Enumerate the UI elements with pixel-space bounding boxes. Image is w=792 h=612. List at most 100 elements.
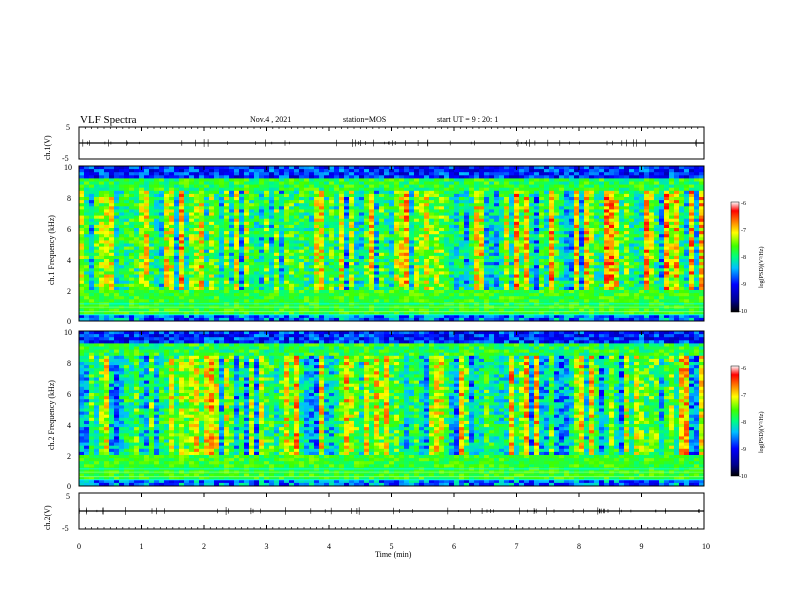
spectrogram-cell [189, 193, 195, 198]
spectrogram-cell [134, 274, 140, 278]
spectrogram-cell [484, 290, 490, 294]
spectrogram-cell [374, 203, 380, 207]
spectrogram-cell [279, 209, 285, 213]
spectrogram-cell [409, 215, 415, 220]
spectrogram-cell [169, 172, 175, 176]
spectrogram-cell [289, 212, 295, 216]
spectrogram-cell [409, 240, 415, 244]
spectrogram-cell [284, 314, 290, 319]
spectrogram-cell [349, 203, 355, 207]
spectrogram-cell [374, 231, 380, 235]
spectrogram-cell [239, 271, 245, 275]
spectrogram-cell [359, 259, 365, 263]
spectrogram-cell [319, 280, 325, 285]
spectrogram-cell [359, 308, 365, 313]
spectrogram-cell [479, 187, 485, 192]
spectrogram-cell [434, 203, 440, 207]
spectrogram-cell [354, 234, 360, 238]
spectrogram-cell [334, 203, 340, 207]
spectrogram-cell [394, 274, 400, 278]
spectrogram-cell [204, 243, 210, 247]
spectrogram-cell [449, 193, 455, 198]
spectrogram-cell [244, 175, 250, 179]
spectrogram-cell [104, 296, 110, 300]
spectrogram-cell [114, 193, 120, 198]
spectrogram-cell [89, 243, 95, 247]
spectrogram-cell [354, 255, 360, 260]
spectrogram-cell [109, 286, 115, 291]
spectrogram-cell [464, 215, 470, 220]
spectrogram-cell [364, 193, 370, 198]
spectrogram-cell [554, 184, 560, 189]
spectrogram-cell [194, 311, 200, 316]
spectrogram-cell [279, 181, 285, 185]
spectrogram-cell [469, 296, 475, 300]
spectrogram-cell [454, 255, 460, 260]
spectrogram-cell [304, 197, 310, 201]
spectrogram-cell [364, 268, 370, 272]
spectrogram-cell [344, 243, 350, 247]
spectrogram-cell [84, 277, 90, 282]
spectrogram-cell [489, 215, 495, 220]
spectrogram-cell [229, 290, 235, 294]
spectrogram-cell [299, 234, 305, 238]
spectrogram-cell [104, 255, 110, 260]
spectrogram-cell [214, 228, 220, 232]
spectrogram-cell [274, 212, 280, 216]
spectrogram-cell [449, 166, 455, 170]
spectrogram-cell [469, 175, 475, 179]
spectrogram-cell [279, 169, 285, 173]
spectrogram-cell [539, 228, 545, 232]
spectrogram-cell [254, 172, 260, 176]
spectrogram-cell [474, 234, 480, 238]
spectrogram-cell [214, 190, 220, 195]
spectrogram-cell [319, 299, 325, 303]
spectrogram-cell [184, 234, 190, 238]
spectrogram-cell [94, 308, 100, 313]
spectrogram-cell [84, 212, 90, 216]
spectrogram-cell [434, 293, 440, 297]
spectrogram-cell [209, 166, 215, 170]
spectrogram-cell [369, 317, 375, 322]
spectrogram-cell [364, 240, 370, 244]
spectrogram-cell [389, 187, 395, 192]
spectrogram-cell [319, 175, 325, 179]
spectrogram-cell [264, 311, 270, 316]
spectrogram-cell [209, 293, 215, 297]
spectrogram-cell [309, 252, 315, 257]
spectrogram-cell [539, 277, 545, 282]
spectrogram-cell [399, 317, 405, 322]
spectrogram-cell [154, 221, 160, 226]
spectrogram-cell [159, 190, 165, 195]
spectrogram-cell [314, 175, 320, 179]
spectrogram-cell [539, 193, 545, 198]
spectrogram-cell [334, 228, 340, 232]
spectrogram-cell [349, 172, 355, 176]
spectrogram-cell [79, 249, 85, 254]
spectrogram-cell [84, 190, 90, 195]
spectrogram-cell [89, 224, 95, 229]
spectrogram-cell [164, 265, 170, 269]
spectrogram-cell [509, 296, 515, 300]
spectrogram-cell [89, 293, 95, 297]
spectrogram-cell [359, 311, 365, 316]
spectrogram-cell [254, 259, 260, 263]
spectrogram-cell [404, 206, 410, 210]
spectrogram-cell [319, 311, 325, 316]
spectrogram-cell [274, 234, 280, 238]
spectrogram-cell [119, 259, 125, 263]
spectrogram-cell [214, 259, 220, 263]
spectrogram-cell [349, 246, 355, 251]
spectrogram-cell [364, 290, 370, 294]
spectrogram-cell [489, 234, 495, 238]
spectrogram-cell [214, 280, 220, 285]
spectrogram-cell [434, 190, 440, 195]
spectrogram-cell [99, 255, 105, 260]
spectrogram-cell [459, 317, 465, 322]
spectrogram-cell [249, 293, 255, 297]
spectrogram-cell [189, 246, 195, 251]
spectrogram-cell [284, 259, 290, 263]
spectrogram-cell [204, 184, 210, 189]
spectrogram-cell [304, 259, 310, 263]
spectrogram-cell [304, 280, 310, 285]
